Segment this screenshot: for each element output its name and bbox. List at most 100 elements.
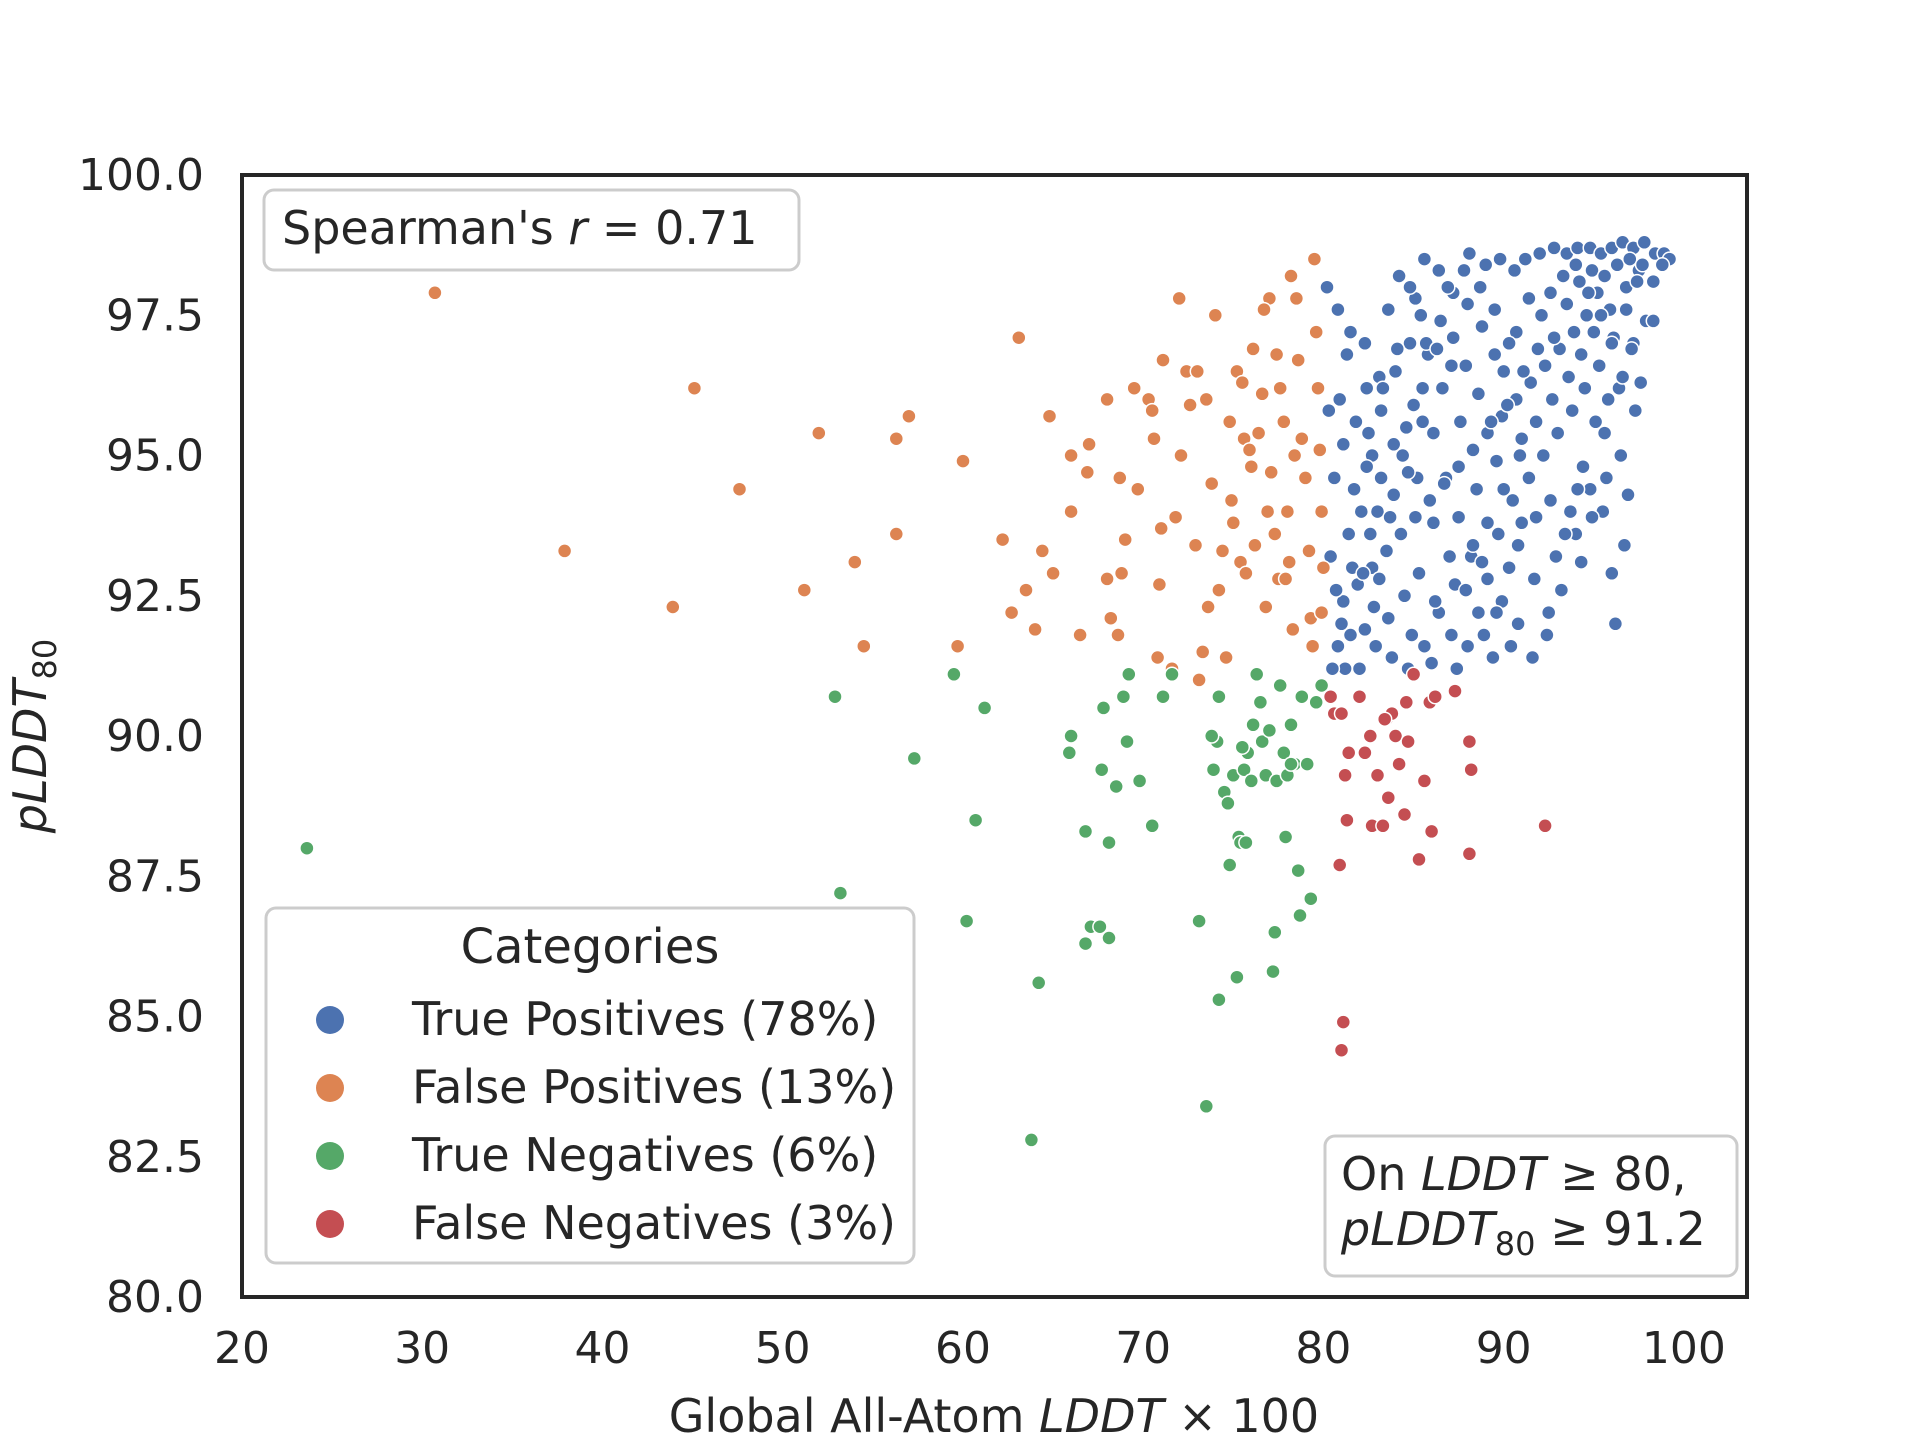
data-point	[1620, 487, 1636, 503]
data-point	[1375, 818, 1391, 834]
data-point	[1276, 414, 1292, 430]
legend-marker	[316, 1142, 344, 1170]
data-point	[1394, 447, 1411, 464]
data-point	[1405, 666, 1422, 683]
data-point	[1077, 823, 1094, 840]
data-point	[1221, 857, 1238, 873]
data-point	[1566, 324, 1582, 340]
data-point	[1373, 470, 1389, 486]
legend-label: False Negatives (3%)	[412, 1196, 896, 1250]
data-point	[1092, 918, 1108, 935]
data-point	[1431, 262, 1447, 279]
data-point	[1225, 515, 1242, 531]
data-point	[1322, 548, 1339, 565]
data-point	[1387, 363, 1404, 380]
data-point	[1187, 537, 1204, 554]
threshold-box: On LDDT ≥ 80, pLDDT80 ≥ 91.2	[1323, 1134, 1739, 1278]
data-point	[1194, 644, 1211, 660]
data-point	[1607, 616, 1624, 632]
data-point	[1267, 924, 1283, 941]
data-point	[1283, 268, 1299, 284]
data-point	[1324, 660, 1341, 677]
data-point	[1645, 273, 1662, 290]
data-point	[1586, 324, 1602, 340]
data-point	[1562, 503, 1579, 520]
data-point	[1256, 301, 1272, 318]
data-point	[1425, 425, 1442, 441]
data-point	[1416, 251, 1433, 267]
data-point	[1301, 543, 1317, 559]
data-point	[1445, 329, 1461, 346]
data-point	[1313, 604, 1330, 621]
data-point	[1205, 761, 1222, 778]
data-point	[1380, 610, 1397, 626]
data-point	[1144, 402, 1160, 419]
data-point	[1250, 425, 1267, 441]
data-point	[1351, 660, 1368, 677]
data-point	[1333, 1042, 1350, 1058]
data-point	[1530, 341, 1546, 357]
data-point	[1081, 436, 1097, 453]
data-point	[1211, 688, 1227, 705]
data-point	[1112, 470, 1128, 486]
data-point	[1218, 649, 1234, 666]
data-point	[1153, 520, 1169, 537]
data-point	[1479, 515, 1496, 531]
x-tick-label: 20	[214, 1323, 270, 1374]
data-point	[1236, 761, 1252, 778]
data-point	[1272, 380, 1288, 396]
series-true-negatives	[299, 666, 1330, 1148]
y-tick-label: 82.5	[106, 1132, 204, 1183]
data-point	[1167, 509, 1184, 525]
data-point	[1362, 526, 1379, 542]
data-point	[1486, 346, 1503, 363]
legend-entry-false-negatives: False Negatives (3%)	[316, 1196, 896, 1250]
data-point	[1348, 414, 1364, 430]
data-point	[1258, 599, 1274, 615]
data-point	[888, 430, 905, 447]
data-point	[1265, 963, 1281, 980]
data-point	[1121, 666, 1137, 683]
data-point	[1285, 621, 1301, 638]
legend-entry-false-positives: False Positives (13%)	[316, 1060, 896, 1114]
data-point	[1634, 257, 1651, 273]
data-point	[1369, 503, 1386, 520]
legend-marker	[316, 1006, 344, 1034]
legend-label: True Negatives (6%)	[411, 1128, 878, 1182]
y-tick-label: 97.5	[106, 290, 204, 341]
data-point	[1337, 767, 1353, 784]
data-point	[1261, 722, 1278, 739]
points-layer	[299, 234, 1678, 1148]
data-point	[1492, 251, 1508, 267]
data-point	[1283, 717, 1299, 733]
data-point	[1490, 526, 1507, 542]
data-point	[1542, 492, 1559, 509]
data-point	[1488, 453, 1505, 469]
data-point	[1513, 430, 1530, 447]
legend: Categories True Positives (78%) False Po…	[264, 906, 916, 1265]
data-point	[1149, 649, 1166, 666]
data-point	[1414, 380, 1431, 396]
data-point	[967, 812, 984, 828]
data-point	[1432, 313, 1449, 329]
data-point	[1461, 733, 1478, 750]
data-point	[1591, 357, 1607, 374]
data-point	[1030, 975, 1047, 991]
data-point	[1108, 778, 1124, 795]
data-point	[1423, 823, 1440, 840]
data-point	[955, 453, 971, 469]
data-point	[1522, 374, 1539, 391]
data-point	[1416, 773, 1433, 789]
data-point	[1045, 565, 1061, 582]
data-point	[946, 666, 962, 683]
data-point	[1117, 531, 1133, 548]
data-point	[1079, 464, 1096, 481]
data-point	[1458, 357, 1474, 374]
data-point	[1512, 447, 1528, 464]
data-point	[1389, 341, 1406, 357]
y-tick-label: 85.0	[106, 992, 204, 1043]
data-point	[1474, 554, 1490, 570]
data-point	[1357, 335, 1373, 352]
data-point	[1548, 548, 1564, 565]
